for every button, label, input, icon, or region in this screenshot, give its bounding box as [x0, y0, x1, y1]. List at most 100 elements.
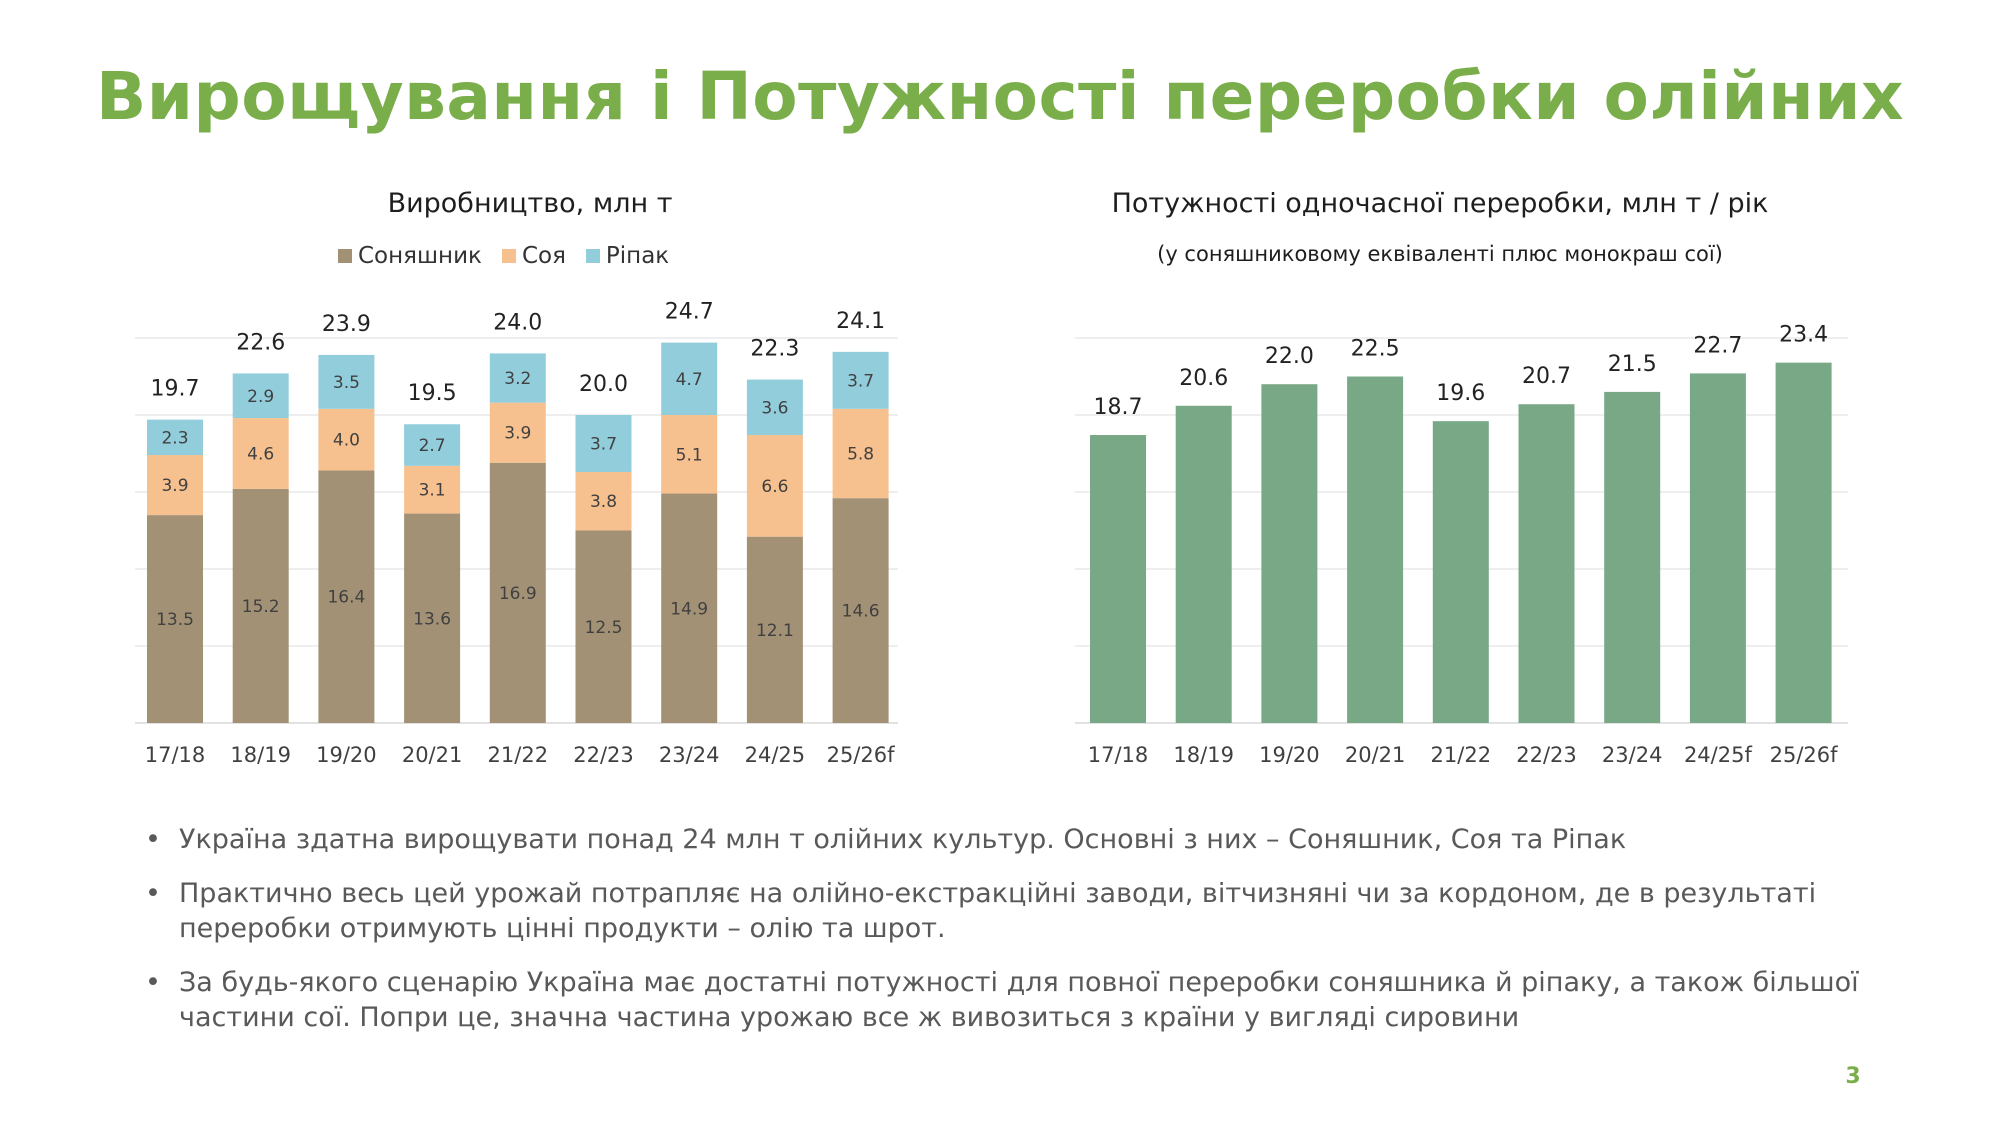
capacity-chart-subtitle: (у соняшниковому еквіваленті плюс монокр… [1157, 242, 1723, 266]
production-value-label-sunflower: 16.4 [327, 588, 365, 608]
bullet-text: Практично весь цей урожай потрапляє на о… [179, 878, 1817, 944]
production-x-tick-label: 20/21 [402, 743, 463, 767]
capacity-value-label: 19.6 [1436, 381, 1485, 406]
production-value-label-soy: 3.1 [419, 481, 446, 501]
production-total-label: 22.6 [236, 330, 285, 355]
legend-label-soy: Соя [521, 243, 566, 269]
capacity-bar [1518, 404, 1575, 723]
production-bar-soy [147, 455, 203, 516]
bullet-item: • Україна здатна вирощувати понад 24 млн… [145, 822, 1925, 857]
production-x-tick-label: 17/18 [145, 743, 206, 767]
production-bar-soy [575, 471, 632, 531]
production-bar-sunflower [575, 530, 632, 723]
production-total-label: 24.0 [493, 310, 542, 335]
legend-item-sunflower: Соняшник [338, 243, 482, 269]
capacity-value-label: 20.7 [1522, 364, 1571, 389]
capacity-value-label: 22.5 [1351, 337, 1400, 362]
production-value-label-soy: 5.8 [847, 445, 874, 465]
production-bar-sunflower [232, 488, 289, 723]
production-bar-sunflower [489, 462, 546, 723]
production-value-label-soy: 5.1 [676, 445, 703, 465]
capacity-x-tick-label: 19/20 [1259, 743, 1320, 767]
production-value-label-rapeseed: 2.3 [161, 428, 188, 448]
capacity-x-tick-label: 24/25f [1684, 743, 1753, 767]
production-x-tick-label: 25/26f [827, 743, 896, 767]
capacity-value-label: 21.5 [1608, 352, 1657, 377]
legend-swatch-rapeseed [585, 249, 600, 263]
production-value-label-rapeseed: 3.7 [590, 434, 617, 454]
production-bar-rapeseed [318, 354, 375, 409]
bullet-list: • Україна здатна вирощувати понад 24 млн… [145, 822, 1925, 1054]
production-value-label-soy: 3.9 [504, 424, 531, 444]
production-total-label: 24.1 [836, 309, 885, 334]
production-x-tick-label: 24/25 [745, 743, 806, 767]
production-bar-rapeseed [575, 415, 632, 472]
production-bar-sunflower [404, 513, 461, 723]
production-value-label-rapeseed: 3.7 [847, 371, 874, 391]
capacity-x-tick-label: 20/21 [1345, 743, 1406, 767]
production-bar-soy [832, 408, 889, 499]
production-value-label-rapeseed: 4.7 [676, 370, 703, 390]
capacity-value-label: 23.4 [1779, 323, 1828, 348]
production-legend: Соняшник Соя Ріпак [338, 243, 669, 269]
bullet-text: За будь-якого сценарію Україна має доста… [179, 967, 1859, 1033]
production-x-tick-label: 18/19 [230, 743, 291, 767]
bullet-marker: • [145, 878, 161, 909]
production-bar-sunflower [661, 493, 718, 723]
page-number: 3 [1845, 1064, 1861, 1089]
production-bar-soy [232, 418, 289, 489]
production-bar-sunflower [832, 498, 889, 723]
legend-label-sunflower: Соняшник [358, 243, 482, 269]
production-x-tick-label: 23/24 [659, 743, 720, 767]
production-total-label: 22.3 [750, 337, 799, 362]
legend-swatch-soy [501, 249, 516, 263]
production-bar-soy [746, 435, 803, 537]
capacity-bar [1689, 373, 1746, 723]
production-x-tick-label: 22/23 [573, 743, 634, 767]
production-total-label: 19.7 [151, 377, 200, 402]
legend-swatch-sunflower [338, 249, 352, 263]
bullet-item: • За будь-якого сценарію Україна має дос… [145, 965, 1925, 1035]
legend-item-rapeseed: Ріпак [585, 243, 669, 269]
capacity-bar [1775, 362, 1832, 723]
production-bar-sunflower [147, 515, 203, 723]
capacity-value-label: 20.6 [1179, 366, 1228, 391]
production-bar-rapeseed [661, 342, 718, 415]
capacity-x-tick-label: 18/19 [1173, 743, 1234, 767]
capacity-x-tick-label: 23/24 [1602, 743, 1663, 767]
production-bar-sunflower [746, 536, 803, 723]
production-chart-title: Виробництво, млн т [387, 188, 673, 219]
production-bar-soy [404, 465, 461, 514]
production-value-label-rapeseed: 2.9 [247, 387, 274, 407]
capacity-bar [1261, 384, 1318, 723]
capacity-chart-title: Потужності одночасної переробки, млн т /… [1111, 188, 1769, 219]
production-bar-sunflower [318, 470, 375, 723]
capacity-value-label: 18.7 [1094, 395, 1143, 420]
production-bar-rapeseed [232, 373, 289, 419]
production-bar-rapeseed [147, 419, 203, 456]
production-value-label-sunflower: 14.6 [842, 602, 880, 622]
production-value-label-sunflower: 16.9 [499, 584, 537, 604]
production-value-label-rapeseed: 3.6 [761, 398, 788, 418]
production-total-label: 20.0 [579, 372, 628, 397]
slide-title: Вирощування і Потужності переробки олійн… [95, 58, 1905, 135]
production-value-label-sunflower: 13.5 [156, 610, 194, 630]
production-bar-rapeseed [746, 379, 803, 436]
bullet-item: • Практично весь цей урожай потрапляє на… [145, 876, 1925, 946]
legend-item-soy: Соя [501, 243, 566, 269]
bullet-text: Україна здатна вирощувати понад 24 млн т… [179, 824, 1627, 855]
capacity-x-tick-label: 25/26f [1770, 743, 1839, 767]
production-x-tick-label: 21/22 [488, 743, 549, 767]
production-x-tick-label: 19/20 [316, 743, 377, 767]
capacity-bar [1175, 405, 1232, 723]
production-value-label-sunflower: 13.6 [413, 609, 451, 629]
capacity-value-label: 22.0 [1265, 344, 1314, 369]
capacity-bar [1432, 421, 1489, 723]
capacity-bar [1090, 435, 1146, 723]
capacity-value-label: 22.7 [1693, 333, 1742, 358]
bullet-marker: • [145, 824, 161, 855]
production-value-label-sunflower: 15.2 [242, 597, 280, 617]
production-value-label-sunflower: 12.5 [585, 618, 623, 638]
production-bar-rapeseed [404, 424, 461, 466]
production-value-label-soy: 6.6 [761, 477, 788, 497]
